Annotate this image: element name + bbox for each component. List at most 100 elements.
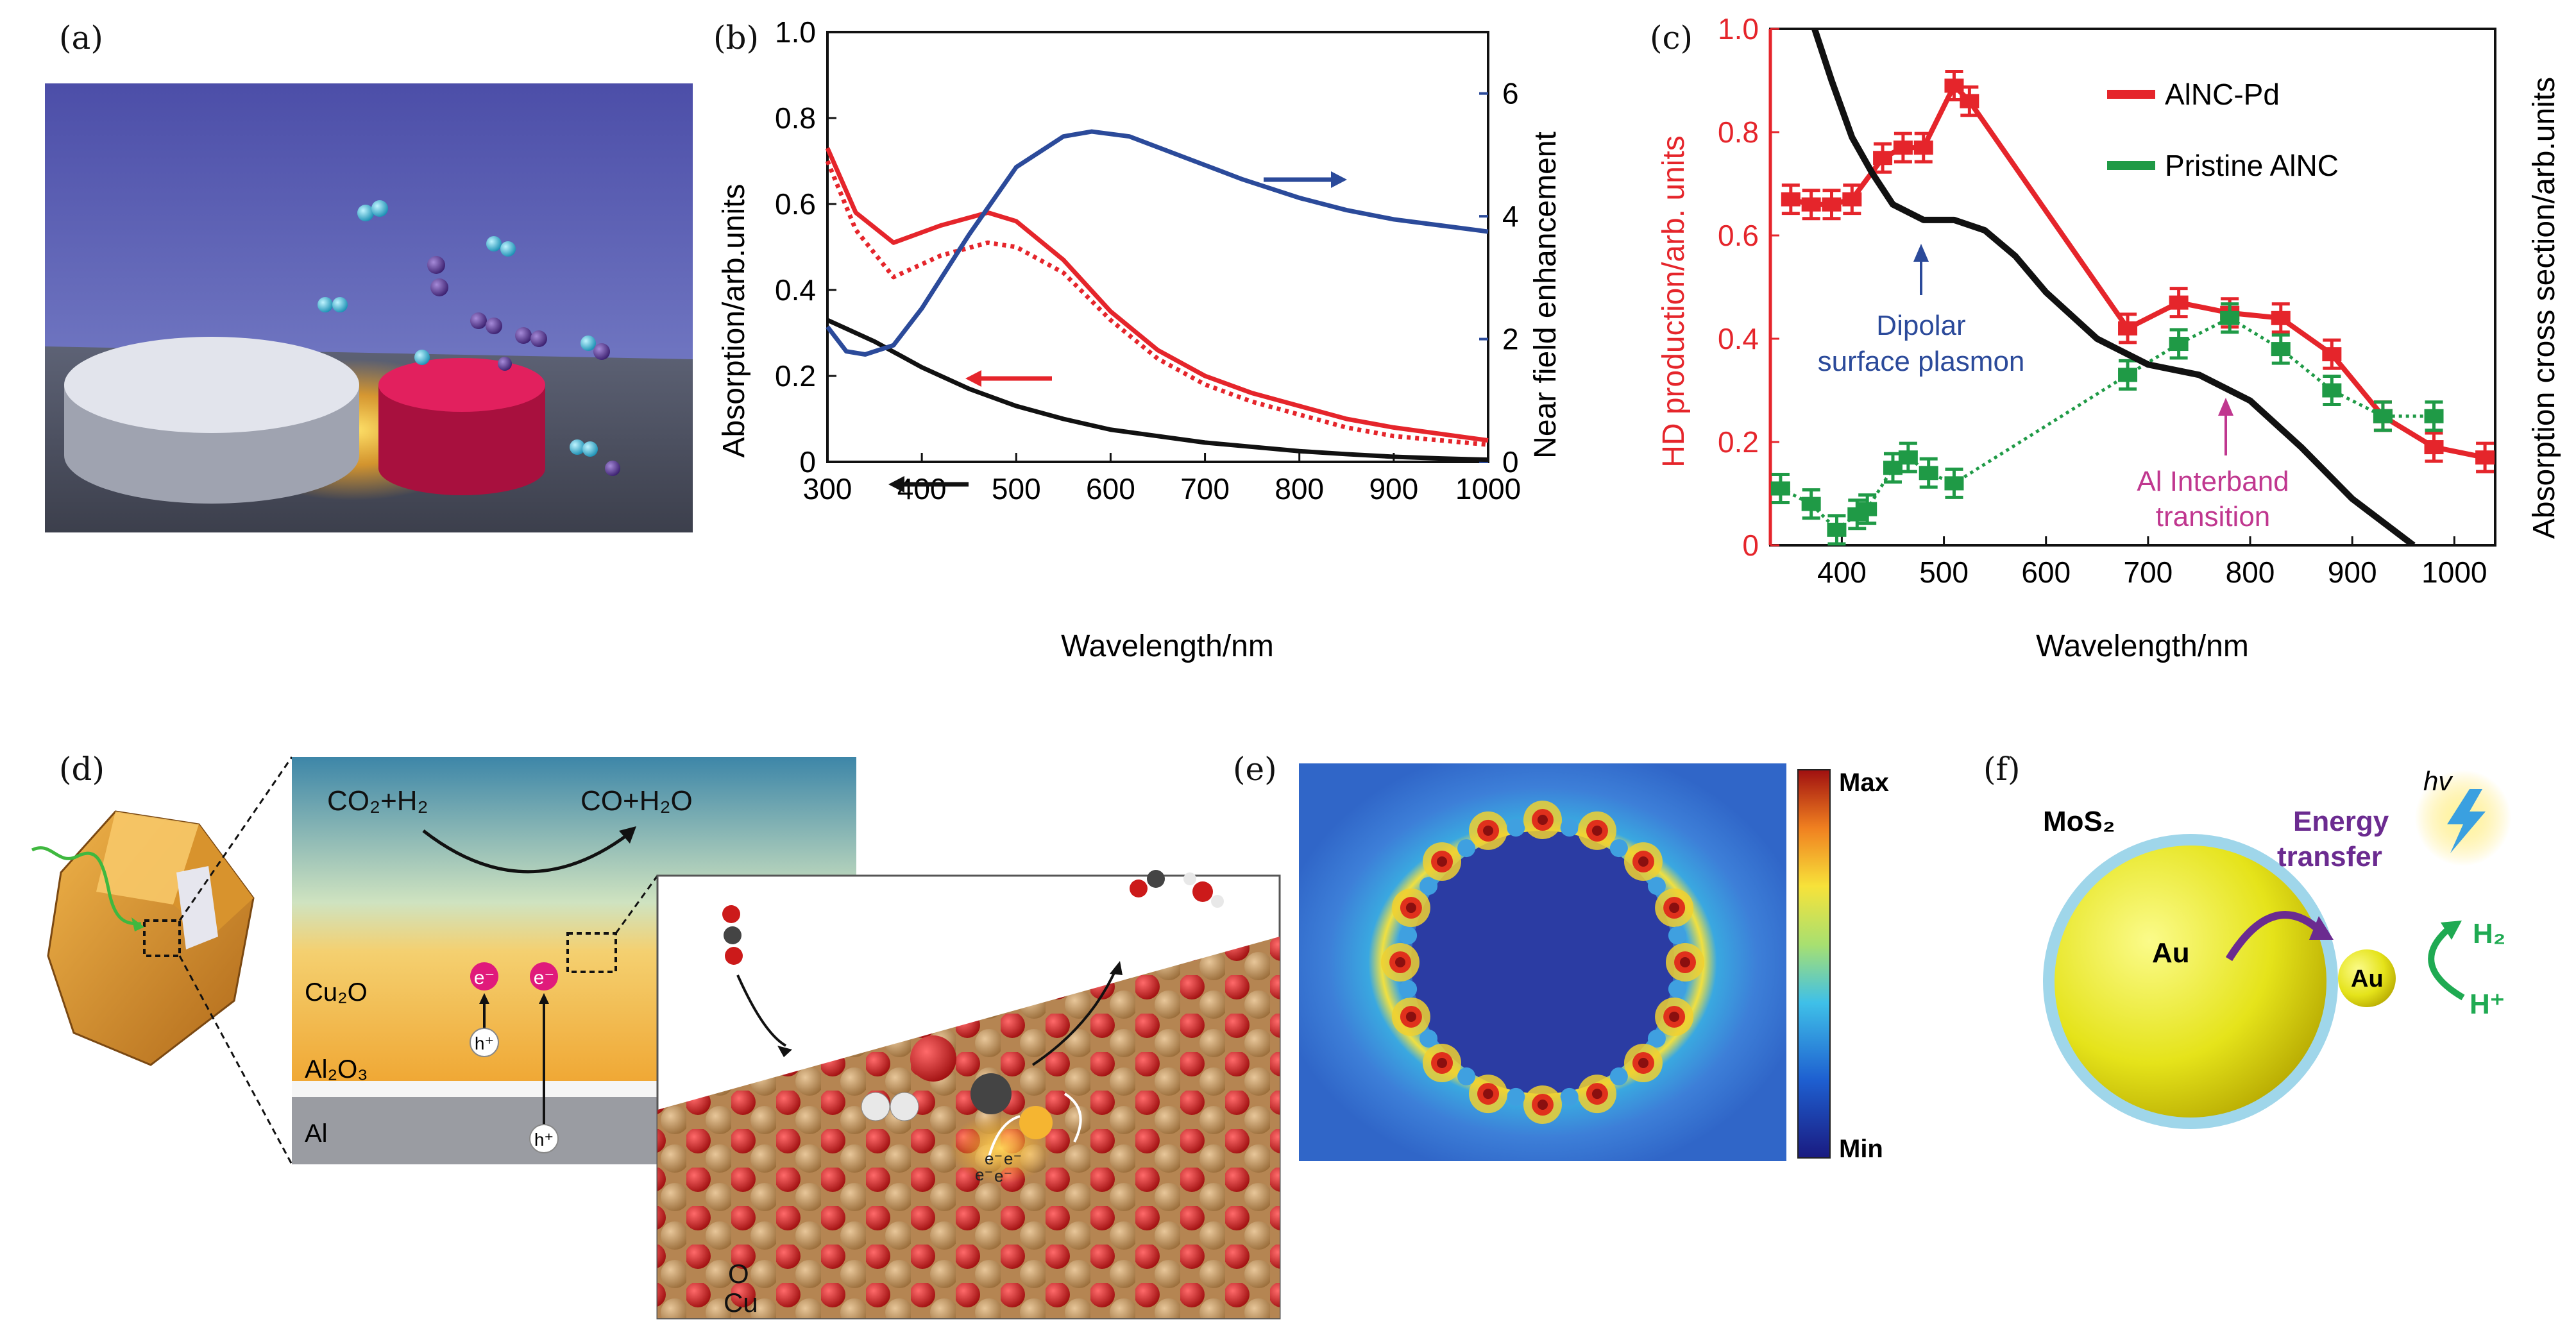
legend-label-alnc-pd: AlNC-Pd [2165,78,2280,111]
svg-text:e⁻: e⁻ [1004,1149,1022,1168]
au-large-particle [2055,846,2326,1118]
panel-b-y2-tick-label: 2 [1502,323,1519,356]
panel-d-layer-schematic: CO₂+H₂ CO+H₂O Cu₂O Al₂O₃ Al e⁻ e⁻ h⁺ h⁺ [292,757,856,1164]
electron-1 [470,962,498,990]
panel-c-marker [1873,151,1893,166]
atom-label-o: O [728,1259,749,1289]
au-small-particle [2338,949,2396,1007]
panel-c-x-tick-label: 600 [2021,556,2071,589]
panel-c-marker [2322,383,2342,398]
svg-text:e⁻: e⁻ [975,1165,993,1184]
panel-a-illustration [45,83,693,532]
panel-a-molecules [318,200,620,476]
panel-c-marker [2118,368,2138,382]
panel-c-marker [1944,78,1964,93]
panel-label-f: (f) [1983,751,2021,788]
svg-text:h⁺: h⁺ [534,1130,554,1150]
panel-b-x-axis-label: Wavelength/nm [1061,629,1274,663]
panel-e-hotspots [1381,801,1704,1124]
panel-c-x-tick-label: 800 [2226,556,2275,589]
panel-c-annotation-interband: Al Interband transition [2137,398,2289,532]
panel-c-y-tick-label: 0.4 [1718,322,1759,355]
svg-text:surface plasmon: surface plasmon [1818,346,2025,377]
panel-c-series-line-1 [1779,316,2434,532]
panel-b-x-tick-label: 500 [992,472,1041,506]
panel-c-marker [2220,310,2240,325]
panel-c-chart: 400 500 600 700 800 900 1000 0 0.2 0.4 0.6 0.8 1.0 W… [1657,13,2561,663]
reaction-arrow [422,829,630,874]
panel-b-arrow-black [888,476,969,493]
panel-c-marker [1801,197,1821,212]
panel-c-marker [2271,342,2291,357]
panel-d-zoom-box-2 [566,932,617,973]
svg-text:e⁻: e⁻ [534,967,555,989]
panel-c-marker [1893,140,1913,155]
panel-c-x-tick-label: 700 [2123,556,2173,589]
panel-b-y-tick-label: 0.6 [775,187,816,221]
panel-c-marker [1842,192,1862,207]
electron-2 [530,962,558,990]
panel-b-y-tick-label: 1.0 [775,15,816,49]
h2-evolution-arrow [2428,928,2465,1001]
panel-c-x-axis-label: Wavelength/nm [2036,629,2249,663]
panel-b-y2-tick-label: 4 [1502,200,1519,233]
panel-label-c: (c) [1650,19,1693,56]
au-large-label: Au [2152,937,2190,969]
panel-b-x-tick-label: 400 [897,472,947,506]
panel-d-zoom-line-top [178,756,293,921]
panel-label-e: (e) [1233,751,1277,788]
panel-c-marker [1822,197,1842,212]
panel-b-arrow-red [965,370,1052,387]
panel-c-y-tick-label: 0.6 [1718,219,1759,252]
panel-b-x-tick-label: 900 [1369,472,1418,506]
panel-d-light-wave [31,846,142,926]
panel-c-marker [2424,440,2444,455]
panel-c-marker [1883,461,1902,475]
panel-e-colorbar [1797,769,1831,1159]
panel-c-marker [1898,450,1918,465]
panel-c-x-tick-label: 900 [2328,556,2377,589]
panel-f-illustration: MoS₂ Au Au Energy transfer hv H₂ H⁺ [2043,766,2511,1129]
panel-d-octahedron [31,810,255,1066]
panel-b-y-tick-label: 0.2 [775,359,816,393]
panel-c-marker [1960,94,1979,108]
panel-c-marker [2271,310,2291,325]
colorbar-max-label: Max [1839,769,1889,797]
panel-b-x-tick-label: 1000 [1455,472,1521,506]
panel-b-x-tick-label: 600 [1086,472,1135,506]
svg-text:Dipolar: Dipolar [1876,310,1965,341]
panel-c-marker [1944,476,1964,491]
panel-c-marker [1827,522,1847,537]
panel-c-marker [1919,466,1938,480]
panel-c-marker [2373,409,2393,423]
panel-c-y-axis-label-right: Absorption cross section/arb.units [2527,77,2561,539]
hole-2 [529,1124,559,1153]
panel-b-y-tick-label: 0 [799,445,816,479]
panel-b-series-line-1 [825,160,1489,447]
svg-text:h⁺: h⁺ [475,1033,494,1053]
panel-b-y2-tick-label: 6 [1502,77,1519,110]
panel-c-series-line-2 [1811,29,2416,545]
energy-transfer-label-2: transfer [2277,841,2382,872]
energy-transfer-label-1: Energy [2293,806,2389,837]
panel-label-d: (d) [59,751,105,788]
panel-a-silver-disk-top [64,337,359,433]
panel-c-annotation-dipolar: Dipolar surface plasmon [1818,244,2025,377]
h2-label: H₂ [2473,918,2505,949]
panel-b-x-tick-label: 700 [1180,472,1230,506]
panel-c-marker [1770,481,1790,496]
panel-c-y-tick-label: 0.8 [1718,115,1759,149]
panel-b-arrow-blue [1264,171,1347,188]
legend-label-pristine: Pristine AlNC [2165,149,2339,182]
hole-1 [470,1028,499,1057]
svg-text:e⁻: e⁻ [474,967,495,989]
panel-b-series-line-0 [825,147,1489,443]
layer-cu2o-label: Cu₂O [305,978,368,1007]
panel-b-y-tick-label: 0.8 [775,101,816,135]
atom-label-cu: Cu [724,1288,758,1318]
panel-c-marker [2169,295,2189,310]
panel-c-marker [1781,192,1801,207]
panel-c-y-tick-label: 0 [1742,529,1759,562]
svg-text:e⁻: e⁻ [985,1149,1003,1168]
layer-al-label: Al [305,1119,328,1148]
